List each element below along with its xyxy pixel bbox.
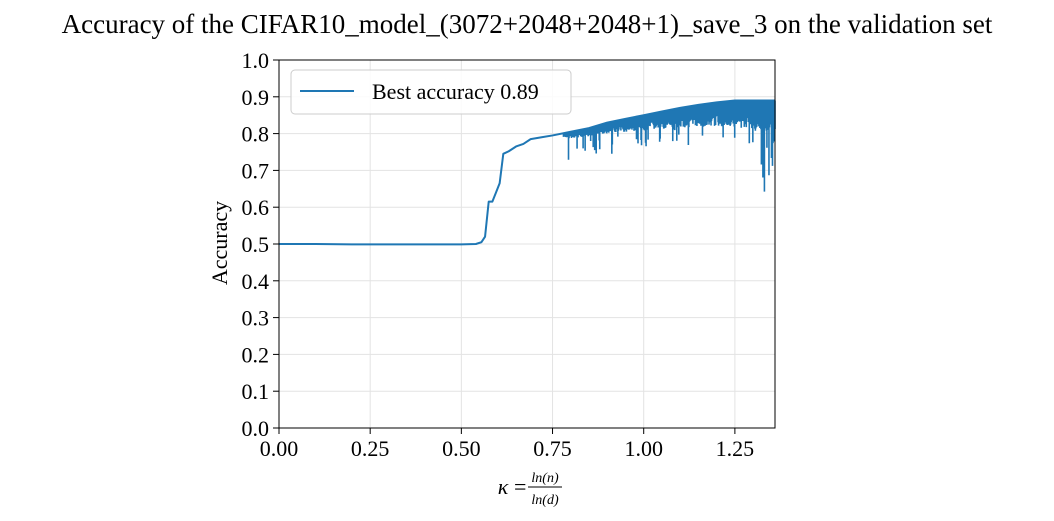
y-tick-label: 0.8 [242, 122, 270, 147]
y-axis-ticks: 0.0 0.1 0.2 0.3 0.4 0.5 0.6 0.7 0.8 0.9 1.0 [242, 48, 279, 441]
x-tick-label: 1.25 [716, 436, 755, 461]
y-tick-label: 0.2 [242, 342, 270, 367]
y-tick-label: 1.0 [242, 48, 270, 73]
x-tick-label: 0.75 [533, 436, 572, 461]
y-tick-label: 0.5 [242, 232, 270, 257]
y-tick-label: 0.6 [242, 195, 270, 220]
legend-label: Best accuracy 0.89 [372, 79, 539, 104]
y-tick-label: 0.3 [242, 306, 270, 331]
y-tick-label: 0.1 [242, 379, 270, 404]
x-axis-label-symbol: κ [498, 474, 509, 499]
y-tick-label: 0.4 [242, 269, 270, 294]
y-tick-label: 0.9 [242, 85, 270, 110]
y-tick-label: 0.7 [242, 158, 270, 183]
legend-box [290, 69, 572, 115]
chart-title: Accuracy of the CIFAR10_model_(3072+2048… [62, 9, 993, 39]
y-tick-label: 0.0 [242, 416, 270, 441]
x-axis-ticks: 0.00 0.25 0.50 0.75 1.00 1.25 [260, 428, 754, 461]
x-axis-label-denominator: ln(d) [531, 493, 559, 508]
x-axis-label-equals: = [514, 474, 526, 499]
x-axis-label-numerator: ln(n) [531, 471, 559, 486]
x-axis-label: κ = ln(n) ln(d) [498, 471, 562, 508]
legend: Best accuracy 0.89 [290, 69, 572, 115]
x-tick-label: 0.50 [442, 436, 481, 461]
series-lines [279, 99, 775, 246]
y-axis-label: Accuracy [207, 201, 232, 285]
series-line [279, 99, 775, 246]
accuracy-noise-band [562, 100, 776, 192]
x-tick-label: 0.00 [260, 436, 299, 461]
x-tick-label: 1.00 [624, 436, 663, 461]
series-noise-band [562, 100, 776, 192]
x-tick-label: 0.25 [351, 436, 390, 461]
